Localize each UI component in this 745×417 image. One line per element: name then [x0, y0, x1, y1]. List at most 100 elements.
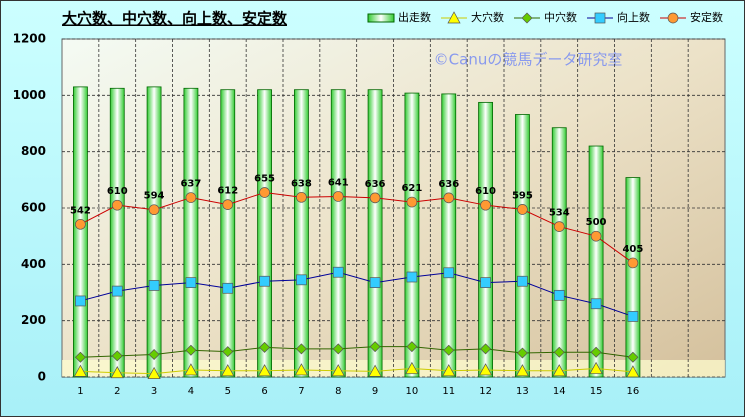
data-label: 636 [365, 179, 386, 190]
point [553, 346, 565, 358]
point [295, 343, 307, 355]
x-tick-label: 14 [553, 386, 566, 397]
point [221, 364, 235, 377]
point [442, 364, 456, 377]
legend-icon [594, 12, 606, 24]
point [259, 341, 271, 353]
point [296, 274, 307, 286]
point [480, 343, 492, 355]
bar [515, 114, 530, 378]
point [75, 218, 86, 230]
point [185, 344, 197, 356]
point [443, 192, 455, 204]
point [74, 351, 86, 363]
legend-icon [367, 13, 395, 23]
point [368, 364, 382, 377]
point [627, 257, 639, 269]
point [110, 366, 124, 379]
data-label: 542 [70, 205, 91, 216]
bar [183, 87, 199, 378]
x-tick-label: 9 [372, 386, 378, 397]
x-tick-label: 7 [298, 386, 304, 397]
legend-icon [521, 12, 533, 24]
legend-label: 向上数 [617, 10, 650, 24]
data-label: 610 [107, 186, 128, 197]
bar [109, 87, 125, 378]
watermark: ©Canuの競馬データ研究室 [434, 51, 623, 69]
bar [73, 86, 88, 378]
point [515, 364, 530, 377]
point [332, 343, 344, 355]
point [332, 266, 344, 278]
point [369, 277, 381, 288]
bar [404, 92, 420, 378]
x-tick-label: 5 [225, 386, 231, 397]
point [75, 295, 86, 307]
point [590, 230, 602, 242]
data-label: 621 [401, 183, 422, 194]
bar [330, 89, 346, 378]
point [553, 221, 565, 232]
bar [257, 89, 272, 378]
x-tick-label: 13 [516, 386, 529, 397]
x-tick-label: 16 [627, 386, 640, 397]
legend-label: 安定数 [690, 10, 723, 24]
point [73, 364, 88, 377]
point [517, 204, 528, 215]
bar [220, 89, 236, 378]
point [259, 275, 270, 287]
point [627, 351, 639, 363]
x-tick-label: 8 [335, 386, 341, 397]
data-label: 595 [512, 190, 533, 201]
point [406, 271, 418, 283]
point [443, 344, 455, 356]
data-label: 637 [180, 179, 201, 190]
point [331, 364, 345, 377]
y-tick-label: 1200 [13, 32, 46, 46]
point [553, 289, 565, 301]
bar [146, 86, 162, 378]
point [590, 346, 602, 358]
bar [441, 93, 457, 378]
point [332, 191, 344, 202]
bar [294, 89, 309, 378]
x-tick-label: 11 [442, 386, 455, 397]
x-tick-label: 12 [479, 386, 492, 397]
legend-label: 大穴数 [471, 10, 504, 24]
point [626, 365, 640, 378]
data-label: 594 [144, 191, 165, 202]
point [590, 298, 602, 310]
point [369, 192, 381, 204]
point [627, 311, 639, 322]
data-label: 534 [549, 208, 570, 219]
x-tick-label: 6 [261, 386, 267, 397]
y-tick-label: 400 [21, 257, 46, 271]
line [80, 271, 634, 317]
y-tick-label: 0 [38, 370, 46, 384]
chart-title: 大穴数、中穴数、向上数、安定数 [62, 10, 288, 28]
point [552, 364, 566, 377]
point [111, 285, 123, 297]
point [516, 347, 528, 359]
point [222, 282, 234, 294]
y-tick-label: 200 [21, 313, 46, 327]
point [185, 192, 197, 203]
data-label: 405 [622, 244, 643, 255]
data-label: 638 [291, 178, 312, 189]
point [222, 346, 234, 358]
y-tick-label: 600 [21, 201, 46, 215]
bar [625, 177, 641, 378]
data-label: 655 [254, 174, 275, 185]
point [222, 199, 234, 210]
point [111, 199, 123, 211]
bar [478, 101, 493, 378]
point [406, 196, 418, 208]
point [480, 277, 491, 288]
x-tick-label: 1 [77, 386, 83, 397]
point [185, 277, 197, 288]
point [111, 350, 123, 362]
point [405, 361, 419, 374]
legend-icon [667, 12, 679, 24]
legend-label: 出走数 [398, 10, 431, 24]
